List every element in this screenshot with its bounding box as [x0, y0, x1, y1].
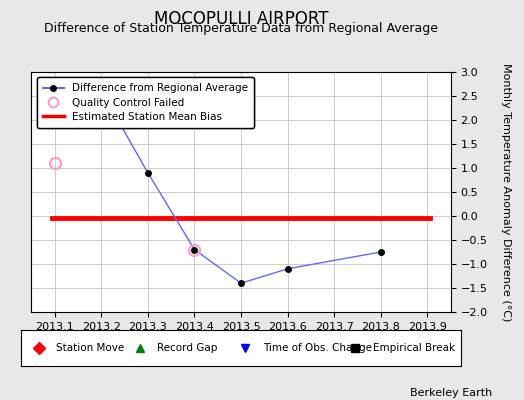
Text: Time of Obs. Change: Time of Obs. Change	[263, 343, 372, 353]
Legend: Difference from Regional Average, Quality Control Failed, Estimated Station Mean: Difference from Regional Average, Qualit…	[37, 77, 254, 128]
Text: Berkeley Earth: Berkeley Earth	[410, 388, 493, 398]
Y-axis label: Monthly Temperature Anomaly Difference (°C): Monthly Temperature Anomaly Difference (…	[501, 63, 511, 321]
Text: Difference of Station Temperature Data from Regional Average: Difference of Station Temperature Data f…	[44, 22, 438, 35]
Text: MOCOPULLI AIRPORT: MOCOPULLI AIRPORT	[154, 10, 329, 28]
Text: Station Move: Station Move	[56, 343, 124, 353]
Text: Empirical Break: Empirical Break	[373, 343, 455, 353]
Text: Record Gap: Record Gap	[157, 343, 218, 353]
